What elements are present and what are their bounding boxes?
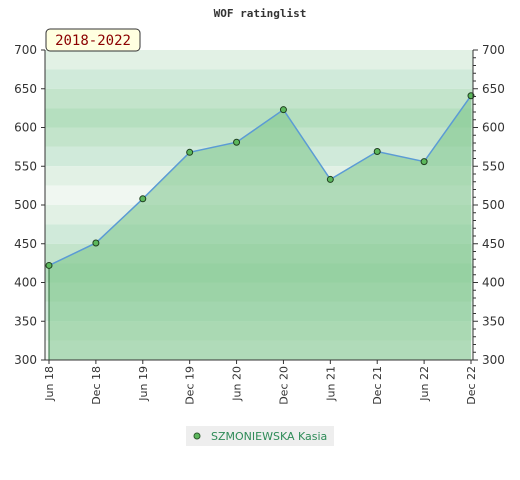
- y-tick-label: 400: [14, 276, 37, 290]
- x-tick-labels: Jun 18 Dec 18 Jun 19 Dec 19 Jun 20 Dec 20 Jun …: [43, 360, 478, 405]
- y-tick-label-right: 600: [482, 121, 505, 135]
- data-point: [233, 138, 241, 146]
- data-point: [420, 158, 428, 166]
- y-tick-labels-left: 300 350 400 450 500 550 600 650 700: [14, 43, 45, 367]
- y-tick-label-right: 400: [482, 276, 505, 290]
- background-band: [45, 69, 473, 89]
- x-tick-label: Dec 22: [465, 366, 478, 405]
- x-tick-label: Dec 18: [90, 366, 103, 405]
- y-tick-label-right: 500: [482, 198, 505, 212]
- x-tick-label: Jun 20: [231, 366, 244, 402]
- y-tick-label: 600: [14, 121, 37, 135]
- x-tick-label: Jun 19: [137, 366, 150, 402]
- x-tick-label: Dec 21: [371, 366, 384, 405]
- y-tick-label: 550: [14, 159, 37, 173]
- right-minor-ticks: [473, 49, 478, 361]
- background-band: [45, 50, 473, 70]
- x-tick-label: Jun 22: [418, 366, 431, 402]
- y-tick-label: 300: [14, 353, 37, 367]
- x-tick-label: Dec 19: [184, 366, 197, 405]
- data-point: [139, 195, 147, 203]
- y-tick-label-right: 300: [482, 353, 505, 367]
- y-tick-label: 450: [14, 237, 37, 251]
- x-tick-label: Jun 18: [43, 366, 56, 402]
- data-point: [373, 148, 381, 156]
- background-band: [45, 88, 473, 109]
- legend-series-name: SZMONIEWSKA Kasia: [211, 430, 327, 443]
- series-markers: [45, 92, 475, 269]
- data-point: [92, 239, 100, 247]
- series-line: [48, 95, 472, 267]
- y-tick-labels-right: 300 350 400 450 500 550 600 650 700: [482, 43, 505, 367]
- period-badge-text: 2018-2022: [55, 33, 131, 49]
- period-badge: 2018-2022: [45, 28, 141, 52]
- y-tick-label: 650: [14, 82, 37, 96]
- y-tick-label: 700: [14, 43, 37, 57]
- y-tick-label-right: 450: [482, 237, 505, 251]
- x-tick-label: Dec 20: [277, 366, 290, 405]
- data-point: [45, 261, 53, 269]
- y-tick-label-right: 700: [482, 43, 505, 57]
- y-tick-label-right: 650: [482, 82, 505, 96]
- data-point: [279, 106, 287, 114]
- background-band: [45, 108, 473, 128]
- series-area: [49, 95, 471, 360]
- data-point: [326, 175, 334, 183]
- x-tick-label: Jun 21: [324, 366, 337, 402]
- data-point: [186, 148, 194, 156]
- y-tick-label: 350: [14, 314, 37, 328]
- legend-marker: [193, 432, 201, 440]
- y-tick-label-right: 350: [482, 314, 505, 328]
- legend: SZMONIEWSKA Kasia: [186, 426, 334, 446]
- y-tick-label-right: 550: [482, 159, 505, 173]
- y-tick-label: 500: [14, 198, 37, 212]
- chart-title: WOF ratinglist: [214, 7, 307, 20]
